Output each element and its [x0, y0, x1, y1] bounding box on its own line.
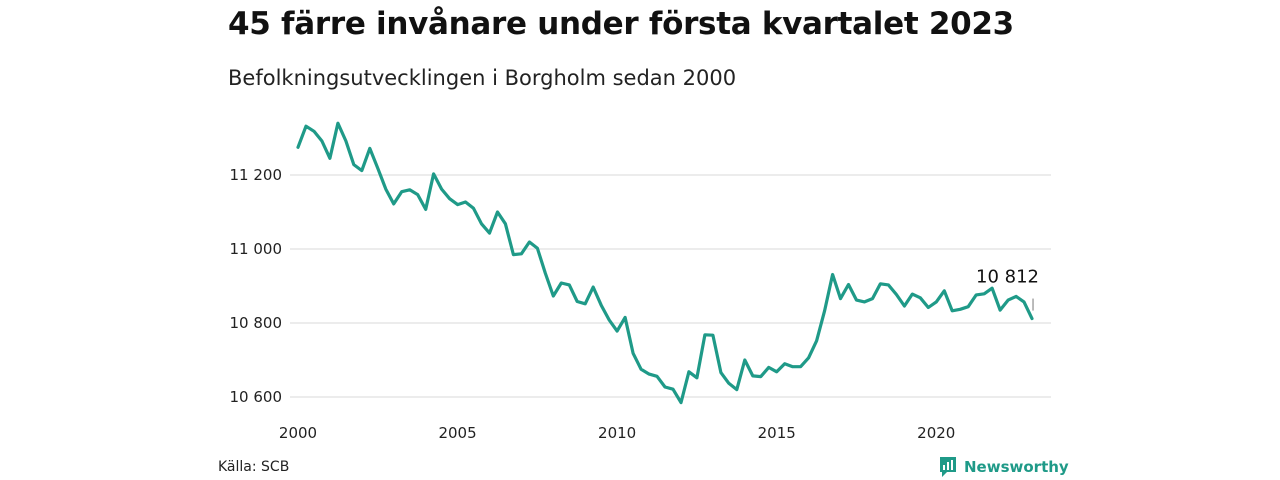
brand-logo: Newsworthy	[938, 456, 1069, 478]
x-tick-label: 2015	[758, 424, 796, 442]
annotations: 10 812	[976, 267, 1039, 311]
series-line	[296, 121, 1034, 405]
x-axis: 2000 2005 2010 2015 2020	[279, 424, 955, 442]
chart-subtitle: Befolkningsutvecklingen i Borgholm sedan…	[228, 66, 737, 90]
y-axis: 10 600 10 800 11 000 11 200	[230, 166, 283, 406]
y-tick-label: 11 200	[230, 166, 283, 184]
x-tick-label: 2000	[279, 424, 317, 442]
y-tick-label: 10 800	[230, 314, 283, 332]
y-tick-label: 10 600	[230, 388, 283, 406]
bar-chart-badge-icon	[940, 457, 956, 477]
x-tick-label: 2020	[917, 424, 955, 442]
x-tick-label: 2010	[598, 424, 636, 442]
source-note: Källa: SCB	[218, 459, 290, 475]
end-value-label: 10 812	[976, 267, 1039, 288]
brand-name: Newsworthy	[964, 458, 1069, 476]
x-tick-label: 2005	[438, 424, 476, 442]
gridlines	[290, 174, 1051, 398]
chart-title: 45 färre invånare under första kvartalet…	[228, 6, 1014, 42]
series-group	[296, 121, 1034, 405]
y-tick-label: 11 000	[230, 240, 283, 258]
